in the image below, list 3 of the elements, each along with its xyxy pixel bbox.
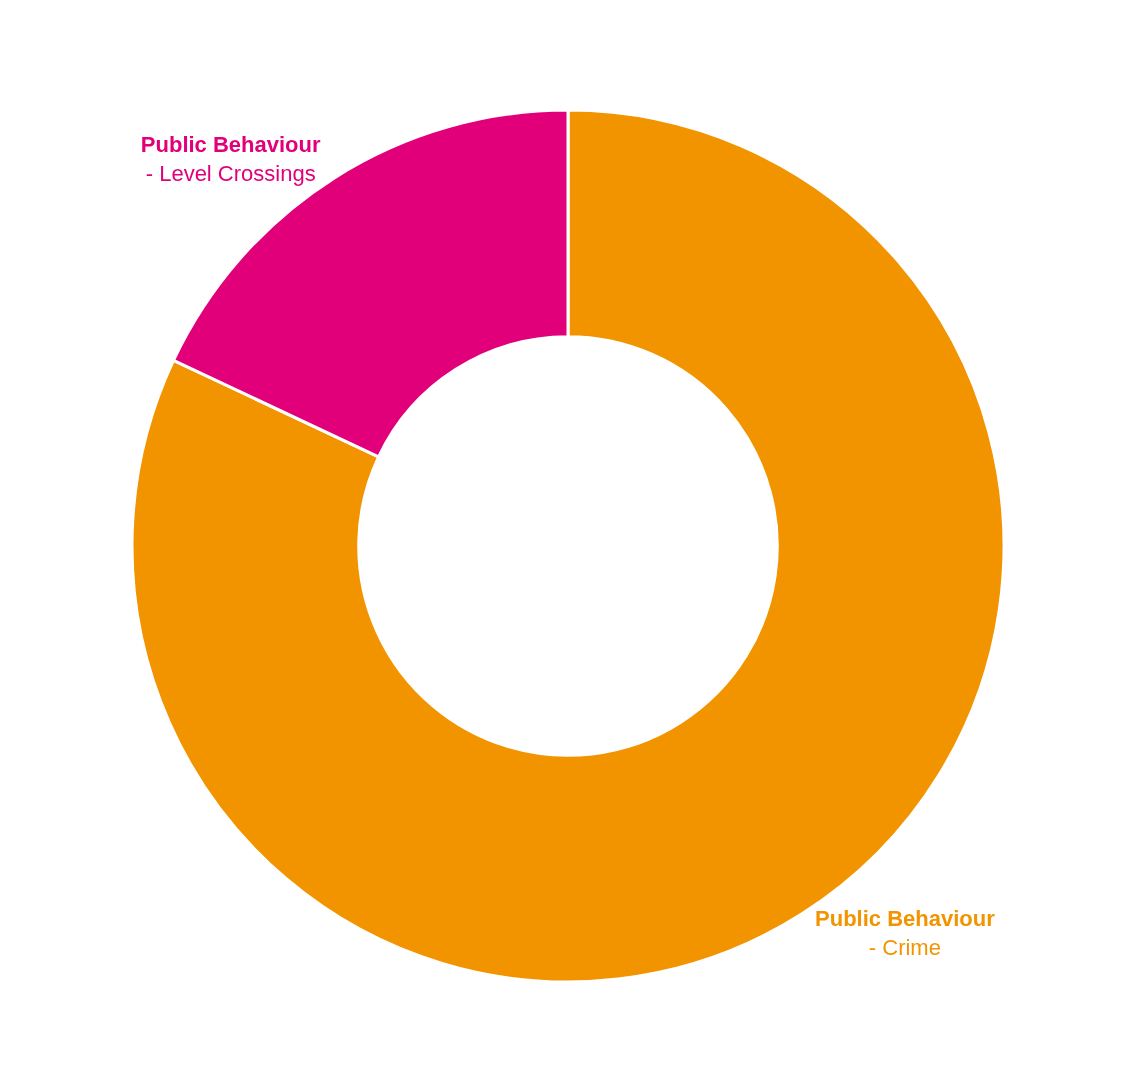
slice-label: Public Behaviour - Level Crossings bbox=[140, 131, 321, 186]
donut-slice bbox=[131, 108, 1006, 983]
slice-label: Public Behaviour - Crime bbox=[815, 906, 996, 961]
